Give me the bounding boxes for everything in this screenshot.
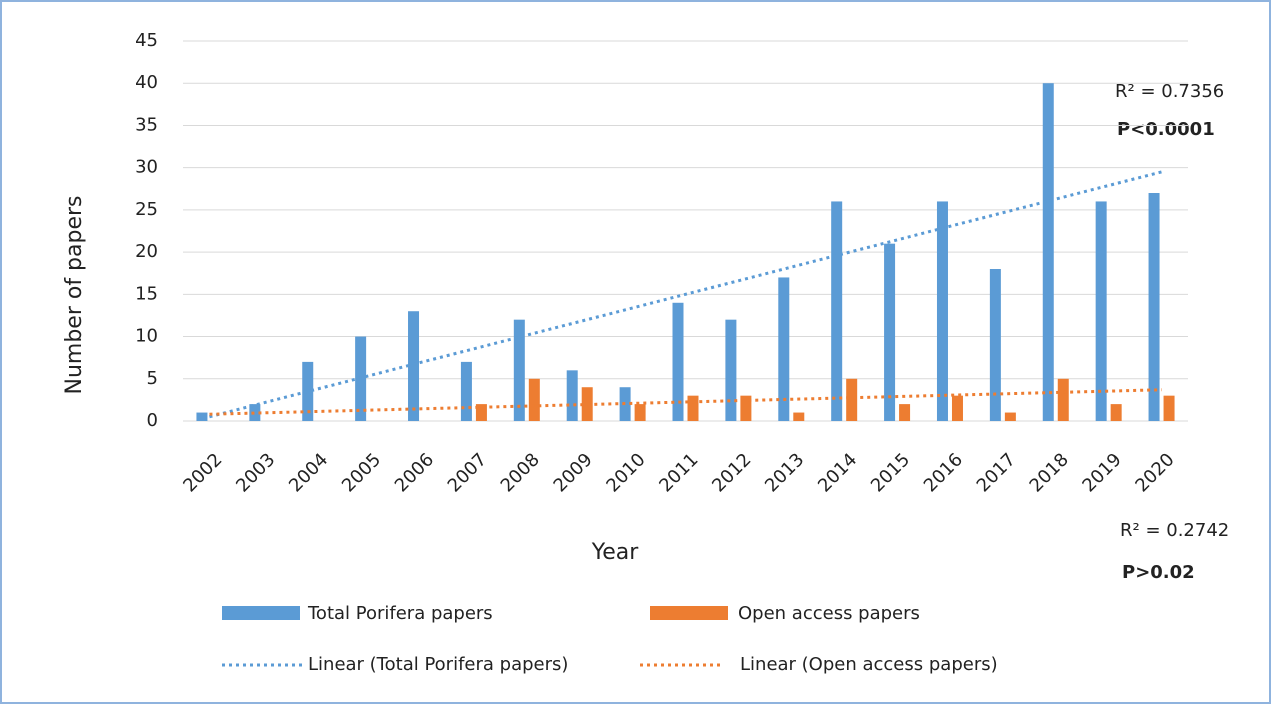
annotation: P<0.0001 — [1117, 119, 1215, 140]
y-tick-label: 10 — [135, 326, 158, 347]
annotation: R² = 0.2742 — [1120, 520, 1229, 541]
annotation: R² = 0.7356 — [1115, 81, 1224, 102]
bar — [740, 395, 752, 421]
y-tick-label: 35 — [135, 114, 158, 135]
legend-label: Linear (Open access papers) — [740, 654, 998, 675]
bar — [634, 404, 646, 421]
bar — [778, 277, 790, 421]
y-tick-label: 0 — [147, 410, 158, 431]
x-axis-label: Year — [591, 540, 640, 565]
bar — [566, 370, 578, 421]
bar — [460, 361, 472, 421]
bar — [951, 395, 963, 421]
bar — [249, 404, 261, 421]
trend-line — [209, 170, 1162, 419]
bar — [1095, 201, 1107, 421]
bar — [846, 378, 858, 421]
y-tick-label: 30 — [135, 157, 158, 178]
bar — [899, 404, 911, 421]
y-tick-label: 45 — [135, 30, 158, 51]
bar — [884, 243, 896, 421]
annotation: P>0.02 — [1122, 562, 1195, 583]
bar — [581, 387, 593, 421]
bar — [196, 412, 208, 421]
legend-swatch — [650, 606, 728, 620]
bar — [1163, 395, 1175, 421]
bar — [793, 412, 805, 421]
bar — [687, 395, 699, 421]
bar — [1042, 83, 1054, 421]
legend-label: Linear (Total Porifera papers) — [308, 654, 568, 675]
bar — [1004, 412, 1016, 421]
y-tick-label: 5 — [147, 368, 158, 389]
trend-line — [209, 388, 1162, 416]
bar — [672, 302, 684, 421]
legend-label: Total Porifera papers — [307, 603, 493, 624]
legend-swatch — [222, 606, 300, 620]
bar — [725, 319, 737, 421]
bar — [408, 311, 420, 421]
bar — [989, 269, 1001, 421]
bar — [831, 201, 843, 421]
y-tick-label: 15 — [135, 283, 158, 304]
bar — [528, 378, 540, 421]
bar — [475, 404, 487, 421]
y-tick-label: 20 — [135, 241, 158, 262]
bar — [1110, 404, 1122, 421]
bar — [302, 361, 314, 421]
legend-label: Open access papers — [738, 603, 920, 624]
bar — [1057, 378, 1069, 421]
bar — [1148, 193, 1160, 421]
bar — [513, 319, 525, 421]
y-axis-label: Number of papers — [62, 195, 87, 394]
y-tick-label: 25 — [135, 199, 158, 220]
bar — [936, 201, 948, 421]
y-tick-label: 40 — [135, 72, 158, 93]
